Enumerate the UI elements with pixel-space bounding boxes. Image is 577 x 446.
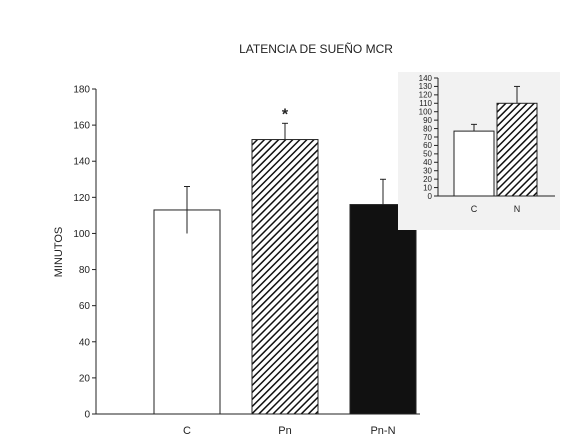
y-tick-label: 140 bbox=[419, 74, 433, 83]
y-tick-label: 160 bbox=[73, 121, 90, 132]
y-tick-label: 130 bbox=[419, 82, 433, 91]
bar-c bbox=[153, 209, 221, 415]
y-tick-label: 60 bbox=[79, 301, 91, 312]
x-tick-label: Pn bbox=[278, 425, 291, 437]
bar-n bbox=[496, 102, 538, 197]
bar-pn-n bbox=[349, 204, 417, 415]
y-tick-label: 140 bbox=[73, 157, 90, 168]
y-tick-label: 110 bbox=[419, 99, 432, 108]
y-tick-label: 0 bbox=[84, 410, 90, 421]
y-tick-label: 40 bbox=[79, 337, 91, 348]
x-tick-label: N bbox=[514, 204, 521, 214]
y-tick-label: 10 bbox=[423, 183, 432, 192]
y-tick-label: 0 bbox=[428, 192, 433, 201]
y-tick-label: 100 bbox=[73, 229, 90, 240]
x-tick-label: Pn-N bbox=[370, 425, 395, 437]
y-tick-label: 50 bbox=[423, 150, 432, 159]
y-tick-label: 120 bbox=[419, 91, 433, 100]
y-tick-label: 60 bbox=[423, 141, 432, 150]
y-axis-label: MINUTOS bbox=[53, 227, 65, 278]
y-tick-label: 90 bbox=[423, 116, 432, 125]
y-tick-label: 40 bbox=[423, 158, 432, 167]
x-tick-label: C bbox=[183, 425, 191, 437]
y-tick-label: 20 bbox=[79, 373, 91, 384]
y-tick-label: 180 bbox=[73, 85, 90, 96]
y-tick-label: 120 bbox=[73, 193, 90, 204]
main-bar-chart: 0 20 40 60 80 100 120 140 160 180 C Pn Pn-N * bbox=[73, 85, 420, 437]
bar-c bbox=[453, 130, 495, 197]
significance-marker: * bbox=[282, 106, 289, 123]
x-tick-label: C bbox=[471, 204, 478, 214]
chart-title: LATENCIA DE SUEÑO MCR bbox=[239, 42, 393, 56]
y-tick-label: 30 bbox=[423, 167, 432, 176]
y-tick-label: 80 bbox=[79, 265, 91, 276]
y-tick-label: 20 bbox=[423, 175, 432, 184]
y-tick-label: 80 bbox=[423, 124, 432, 133]
y-tick-label: 100 bbox=[419, 108, 433, 117]
bar-pn bbox=[251, 139, 319, 415]
y-tick-label: 70 bbox=[423, 133, 432, 142]
